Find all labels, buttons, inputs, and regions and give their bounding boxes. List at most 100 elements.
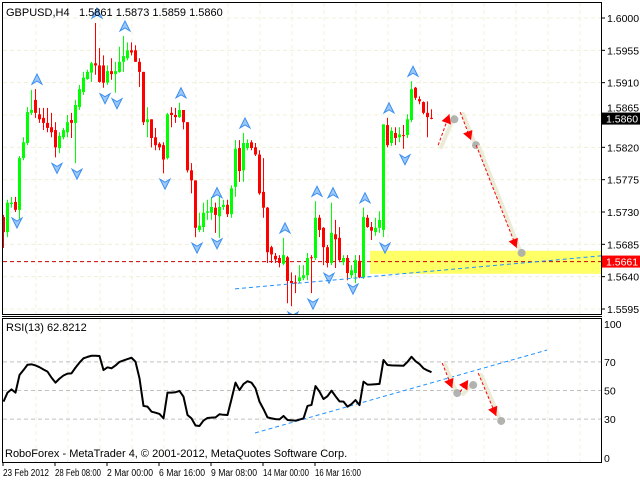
- candle: [226, 199, 229, 218]
- candle-body: [38, 114, 41, 120]
- candle: [166, 112, 169, 160]
- rsi-tick-label: 100: [604, 319, 622, 331]
- copyright-text: RoboForex - MetaTrader 4, © 2001-2012, M…: [5, 448, 347, 460]
- fractal-up-icon: [382, 101, 396, 115]
- fractal-down-icon: [190, 241, 204, 255]
- time-tick-label: 28 Feb 08:00: [55, 468, 101, 479]
- candle: [390, 127, 393, 146]
- fractal-up-icon: [174, 86, 188, 100]
- candle-body: [346, 257, 349, 274]
- candle-body: [22, 142, 25, 159]
- candle: [14, 196, 17, 212]
- candle: [154, 127, 157, 151]
- candle: [78, 84, 81, 110]
- rsi-pane[interactable]: [3, 349, 548, 434]
- arrow-dot: [469, 381, 478, 390]
- price-tick-label: 1.5685: [607, 239, 639, 251]
- candle: [358, 255, 361, 279]
- candle-body: [202, 212, 205, 228]
- candle: [346, 255, 349, 281]
- arrow-head-icon: [508, 237, 518, 248]
- candle-body: [182, 109, 185, 123]
- candle: [42, 107, 45, 131]
- price-pane[interactable]: [2, 6, 640, 322]
- candle: [302, 265, 305, 281]
- rsi-forecast-arrow: [441, 362, 462, 398]
- candle: [374, 217, 377, 236]
- level-price-box: [602, 255, 640, 268]
- candle: [178, 102, 181, 118]
- candle: [350, 265, 353, 279]
- candle-body: [294, 282, 297, 284]
- arrow-shadow: [461, 112, 477, 147]
- candle-body: [194, 180, 197, 228]
- candle-body: [222, 204, 225, 207]
- candle-body: [58, 135, 61, 149]
- rsi-tick-label: 0: [604, 453, 610, 465]
- candle-body: [3, 217, 5, 233]
- candle: [146, 107, 149, 138]
- candle: [46, 107, 49, 133]
- candle: [366, 214, 369, 228]
- candle-body: [298, 277, 301, 281]
- rsi-forecast-arrow: [459, 379, 478, 396]
- candle: [34, 89, 37, 118]
- candle: [426, 101, 429, 138]
- candle: [110, 58, 113, 80]
- candle-body: [162, 145, 165, 160]
- candle: [354, 255, 357, 284]
- time-tick-label: 23 Feb 2012: [3, 468, 49, 479]
- candle-body: [370, 227, 373, 231]
- candle: [142, 71, 145, 126]
- candle: [50, 112, 53, 138]
- candle-body: [386, 125, 389, 146]
- price-tick-label: 1.5595: [607, 304, 639, 316]
- candle-body: [350, 270, 353, 276]
- candle: [150, 119, 153, 148]
- candle-body: [158, 143, 161, 148]
- candle-body: [114, 71, 117, 75]
- candle: [274, 252, 277, 264]
- candle: [206, 199, 209, 220]
- current-price-label: 1.5860: [606, 114, 638, 126]
- candle-body: [190, 170, 193, 181]
- candle: [114, 61, 117, 93]
- candle: [10, 196, 13, 208]
- price-tick-label: 1.5640: [607, 272, 639, 284]
- candle: [378, 211, 381, 233]
- candle: [406, 114, 409, 138]
- candle: [82, 71, 85, 95]
- candle-body: [42, 117, 45, 123]
- candle-body: [266, 207, 269, 253]
- forecast-arrow: [475, 144, 526, 257]
- candle-body: [78, 89, 81, 108]
- fractal-down-icon: [322, 272, 336, 285]
- candle-body: [394, 132, 397, 138]
- candle-body: [378, 219, 381, 228]
- fractal-down-icon: [286, 310, 300, 314]
- candle: [86, 69, 89, 80]
- time-tick-label: 14 Mar 00:00: [263, 468, 309, 479]
- candle: [242, 132, 245, 182]
- candle: [138, 58, 141, 87]
- fractal-down-icon: [346, 282, 360, 296]
- candle-body: [238, 148, 241, 172]
- fractal-down-icon: [50, 162, 64, 175]
- symbol-label: GBPUSD,H4: [6, 7, 70, 19]
- candle-body: [94, 63, 97, 66]
- candle-body: [214, 207, 217, 215]
- candle-body: [354, 260, 357, 274]
- candle-body: [90, 63, 93, 73]
- time-tick-label: 2 Mar 00:00: [107, 468, 153, 479]
- candle: [66, 114, 69, 138]
- candle: [238, 140, 241, 182]
- candle: [54, 122, 57, 158]
- price-tick-label: 1.5955: [607, 45, 639, 57]
- candle-body: [286, 257, 289, 281]
- candle-body: [26, 112, 29, 144]
- candle-body: [66, 122, 69, 133]
- arrow-dot: [497, 416, 506, 425]
- forecast-arrow: [459, 111, 480, 150]
- arrow-shadow: [439, 116, 456, 150]
- candle-body: [154, 137, 157, 146]
